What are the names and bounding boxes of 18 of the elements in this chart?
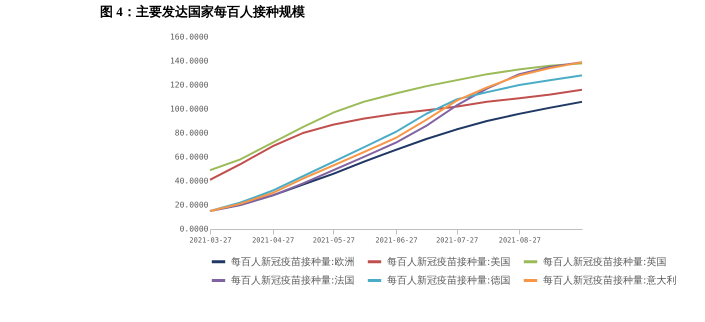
chart-title: 图 4：主要发达国家每百人接种规模 [100,4,305,19]
y-tick-label: 160.0000 [170,32,209,42]
y-tick-label: 100.0000 [170,104,209,114]
legend-label: 每百人新冠疫苗接种量:美国 [387,256,510,268]
y-tick-label: 60.0000 [174,152,209,162]
legend-label: 每百人新冠疫苗接种量:德国 [387,274,510,286]
legend-label: 每百人新冠疫苗接种量:法国 [231,274,354,286]
y-tick-label: 120.0000 [170,80,209,90]
line-series [209,88,583,181]
legend-label: 每百人新冠疫苗接种量:英国 [543,256,666,268]
legend-label: 每百人新冠疫苗接种量:意大利 [543,274,676,286]
y-tick-label: 80.0000 [174,128,209,138]
legend-label: 每百人新冠疫苗接种量:欧洲 [231,256,354,268]
y-tick-label: 20.0000 [174,200,209,210]
y-tick-label: 0.0000 [180,224,209,234]
y-tick-label: 40.0000 [174,176,209,186]
y-tick-label: 140.0000 [170,56,209,66]
line-series [209,62,583,172]
